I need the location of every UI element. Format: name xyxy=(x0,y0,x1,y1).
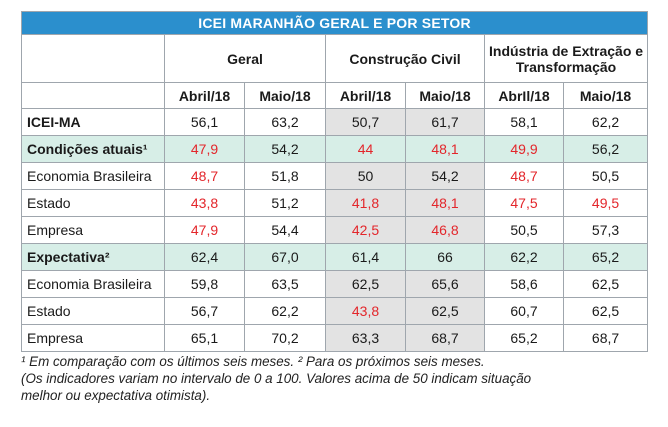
footnote-line: melhor ou expectativa otimista). xyxy=(21,388,211,403)
row-label: Expectativa² xyxy=(21,243,165,271)
table-row: Condições atuais¹ 47,9 54,2 44 48,1 49,9 56,2 xyxy=(21,135,649,163)
value-cell: 62,5 xyxy=(325,270,406,298)
subheader: Abril/18 xyxy=(325,82,406,109)
value-cell: 67,0 xyxy=(244,243,326,271)
table-row: Expectativa² 62,4 67,0 61,4 66 62,2 65,2 xyxy=(21,243,649,271)
table-row: Economia Brasileira 48,7 51,8 50 54,2 48,7 50,… xyxy=(21,162,649,190)
row-label: Estado xyxy=(21,189,165,217)
value-cell: 58,6 xyxy=(484,270,564,298)
footnote-line: ¹ Em comparação com os últimos seis mese… xyxy=(21,354,485,369)
value-cell: 50,5 xyxy=(484,216,564,244)
value-cell: 56,1 xyxy=(164,108,245,136)
value-cell: 62,2 xyxy=(484,243,564,271)
value-cell: 65,6 xyxy=(405,270,485,298)
value-cell: 62,5 xyxy=(405,297,485,325)
group-header-geral: Geral xyxy=(164,34,326,83)
value-cell: 41,8 xyxy=(325,189,406,217)
row-label: Economia Brasileira xyxy=(21,270,165,298)
table-row: Estado 56,7 62,2 43,8 62,5 60,7 62,5 xyxy=(21,297,649,325)
value-cell: 54,2 xyxy=(405,162,485,190)
value-cell: 68,7 xyxy=(562,324,649,352)
value-cell: 63,5 xyxy=(244,270,326,298)
value-cell: 62,2 xyxy=(562,108,649,136)
value-cell: 47,9 xyxy=(164,135,245,163)
value-cell: 54,4 xyxy=(244,216,326,244)
value-cell: 62,2 xyxy=(244,297,326,325)
table-row: Empresa 65,1 70,2 63,3 68,7 65,2 68,7 xyxy=(21,324,649,352)
value-cell: 59,8 xyxy=(164,270,245,298)
value-cell: 58,1 xyxy=(484,108,564,136)
value-cell: 49,5 xyxy=(562,189,649,217)
value-cell: 46,8 xyxy=(405,216,485,244)
value-cell: 63,3 xyxy=(325,324,406,352)
value-cell: 66 xyxy=(405,243,485,271)
footnotes: ¹ Em comparação com os últimos seis mese… xyxy=(21,353,651,404)
value-cell: 70,2 xyxy=(244,324,326,352)
value-cell: 48,7 xyxy=(164,162,245,190)
value-cell: 51,2 xyxy=(244,189,326,217)
table-body: ICEI-MA 56,1 63,2 50,7 61,7 58,1 62,2 Condições… xyxy=(21,108,649,352)
table-row: Economia Brasileira 59,8 63,5 62,5 65,6 58,6 6… xyxy=(21,270,649,298)
value-cell: 42,5 xyxy=(325,216,406,244)
subheader: Maio/18 xyxy=(562,82,649,109)
icei-table: ICEI MARANHÃO GERAL E POR SETOR Geral Co… xyxy=(20,11,649,352)
value-cell: 43,8 xyxy=(325,297,406,325)
subheader: Maio/18 xyxy=(405,82,485,109)
corner-cell xyxy=(21,82,165,109)
subheader: Maio/18 xyxy=(244,82,326,109)
corner-cell xyxy=(21,34,165,83)
row-label: Estado xyxy=(21,297,165,325)
row-label: Empresa xyxy=(21,216,165,244)
value-cell: 56,7 xyxy=(164,297,245,325)
value-cell: 44 xyxy=(325,135,406,163)
table-row: ICEI-MA 56,1 63,2 50,7 61,7 58,1 62,2 xyxy=(21,108,649,136)
footnote-line: (Os indicadores variam no intervalo de 0… xyxy=(21,371,532,386)
table-row: Empresa 47,9 54,4 42,5 46,8 50,5 57,3 xyxy=(21,216,649,244)
value-cell: 56,2 xyxy=(562,135,649,163)
value-cell: 48,1 xyxy=(405,135,485,163)
value-cell: 50,5 xyxy=(562,162,649,190)
subheader: Abril/18 xyxy=(164,82,245,109)
value-cell: 60,7 xyxy=(484,297,564,325)
value-cell: 65,1 xyxy=(164,324,245,352)
value-cell: 62,4 xyxy=(164,243,245,271)
value-cell: 51,8 xyxy=(244,162,326,190)
value-cell: 47,5 xyxy=(484,189,564,217)
value-cell: 61,4 xyxy=(325,243,406,271)
value-cell: 49,9 xyxy=(484,135,564,163)
value-cell: 50 xyxy=(325,162,406,190)
value-cell: 65,2 xyxy=(562,243,649,271)
value-cell: 62,5 xyxy=(562,270,649,298)
value-cell: 57,3 xyxy=(562,216,649,244)
value-cell: 54,2 xyxy=(244,135,326,163)
value-cell: 65,2 xyxy=(484,324,564,352)
value-cell: 50,7 xyxy=(325,108,406,136)
value-cell: 47,9 xyxy=(164,216,245,244)
value-cell: 48,7 xyxy=(484,162,564,190)
value-cell: 63,2 xyxy=(244,108,326,136)
icei-table-container: ICEI MARANHÃO GERAL E POR SETOR Geral Co… xyxy=(20,11,649,352)
value-cell: 43,8 xyxy=(164,189,245,217)
value-cell: 68,7 xyxy=(405,324,485,352)
subheader: AbrIl/18 xyxy=(484,82,564,109)
row-label: Economia Brasileira xyxy=(21,162,165,190)
value-cell: 48,1 xyxy=(405,189,485,217)
row-label: ICEI-MA xyxy=(21,108,165,136)
group-header-construcao: Construção Civil xyxy=(325,34,485,83)
row-label: Empresa xyxy=(21,324,165,352)
group-header-industria: Indústria de Extração e Transformação xyxy=(483,34,649,83)
row-label: Condições atuais¹ xyxy=(21,135,165,163)
value-cell: 62,5 xyxy=(562,297,649,325)
table-title: ICEI MARANHÃO GERAL E POR SETOR xyxy=(20,11,649,35)
table-row: Estado 43,8 51,2 41,8 48,1 47,5 49,5 xyxy=(21,189,649,217)
value-cell: 61,7 xyxy=(405,108,485,136)
